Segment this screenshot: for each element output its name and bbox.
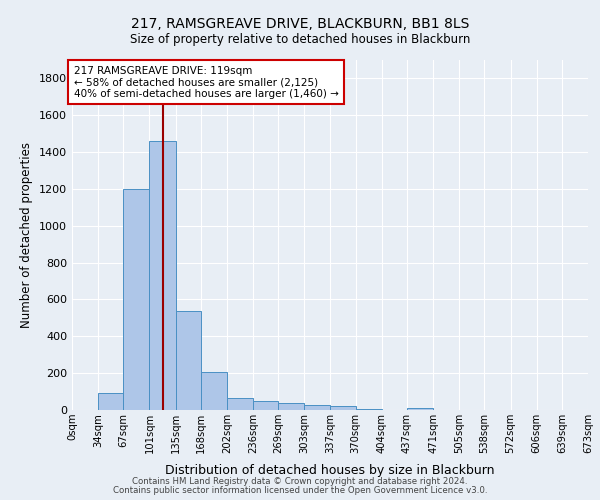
Bar xyxy=(278,402,304,410)
Bar xyxy=(124,189,149,410)
X-axis label: Distribution of detached houses by size in Blackburn: Distribution of detached houses by size … xyxy=(165,464,495,477)
Bar xyxy=(253,401,278,410)
Bar xyxy=(149,141,176,410)
Bar xyxy=(331,406,356,410)
Bar xyxy=(201,372,227,410)
Bar xyxy=(176,310,201,410)
Y-axis label: Number of detached properties: Number of detached properties xyxy=(20,142,34,328)
Text: Contains public sector information licensed under the Open Government Licence v3: Contains public sector information licen… xyxy=(113,486,487,495)
Text: Contains HM Land Registry data © Crown copyright and database right 2024.: Contains HM Land Registry data © Crown c… xyxy=(132,477,468,486)
Bar xyxy=(407,408,433,410)
Text: 217 RAMSGREAVE DRIVE: 119sqm
← 58% of detached houses are smaller (2,125)
40% of: 217 RAMSGREAVE DRIVE: 119sqm ← 58% of de… xyxy=(74,66,338,98)
Text: 217, RAMSGREAVE DRIVE, BLACKBURN, BB1 8LS: 217, RAMSGREAVE DRIVE, BLACKBURN, BB1 8L… xyxy=(131,18,469,32)
Bar xyxy=(227,398,253,410)
Bar xyxy=(98,394,124,410)
Bar xyxy=(304,405,331,410)
Bar xyxy=(356,408,382,410)
Text: Size of property relative to detached houses in Blackburn: Size of property relative to detached ho… xyxy=(130,32,470,46)
